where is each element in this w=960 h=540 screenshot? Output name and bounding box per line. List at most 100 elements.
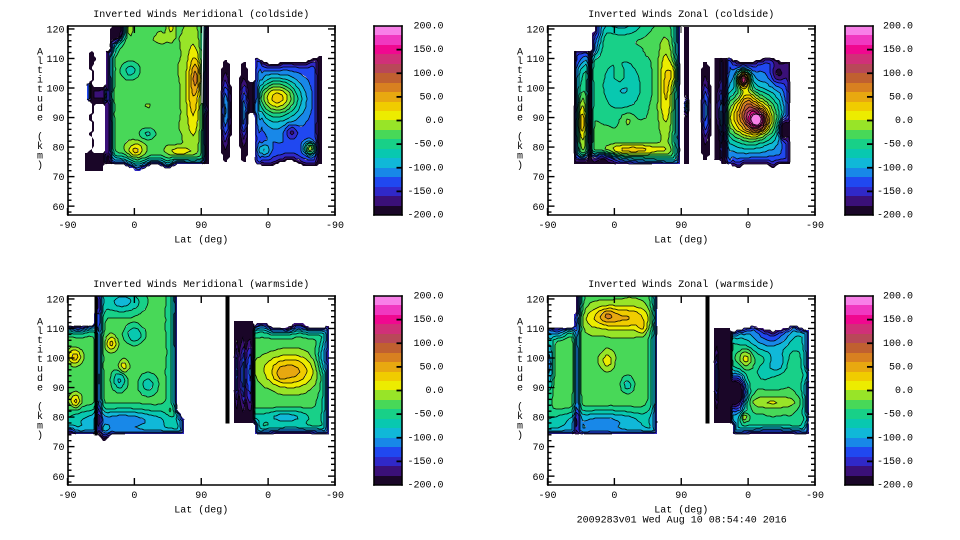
svg-text:u: u: [37, 95, 43, 106]
svg-text:0.0: 0.0: [895, 116, 913, 127]
svg-text:t: t: [37, 66, 43, 77]
svg-text:Lat (deg): Lat (deg): [174, 505, 228, 517]
svg-text:A: A: [37, 317, 43, 328]
svg-text:u: u: [517, 365, 523, 376]
svg-text:d: d: [37, 103, 43, 115]
svg-text:t: t: [517, 355, 523, 366]
svg-text:0.0: 0.0: [425, 116, 443, 127]
svg-text:80: 80: [52, 144, 64, 155]
svg-text:0.0: 0.0: [425, 386, 443, 397]
svg-text:150.0: 150.0: [883, 315, 913, 326]
svg-text:0: 0: [131, 491, 137, 502]
svg-text:120: 120: [526, 26, 544, 37]
svg-text:Inverted Winds Meridional (war: Inverted Winds Meridional (warmside): [93, 279, 309, 291]
svg-text:m: m: [37, 151, 43, 162]
svg-text:-150.0: -150.0: [877, 187, 913, 198]
svg-text:l: l: [37, 326, 43, 338]
svg-text:150.0: 150.0: [413, 45, 443, 56]
svg-text:k: k: [517, 141, 523, 153]
svg-text:50.0: 50.0: [419, 92, 443, 103]
svg-text:e: e: [37, 384, 43, 395]
svg-text:90: 90: [195, 221, 207, 232]
svg-text:0: 0: [265, 491, 271, 502]
svg-text:50.0: 50.0: [889, 362, 913, 373]
svg-text:-200.0: -200.0: [407, 481, 443, 492]
svg-text:110: 110: [526, 55, 544, 66]
svg-text:t: t: [517, 85, 523, 96]
svg-text:0: 0: [745, 221, 751, 232]
svg-text:100: 100: [46, 355, 64, 366]
svg-text:Lat (deg): Lat (deg): [654, 235, 708, 247]
svg-text:t: t: [37, 85, 43, 96]
svg-text:k: k: [517, 411, 523, 423]
svg-text:): ): [517, 160, 523, 172]
svg-text:i: i: [517, 75, 523, 87]
svg-text:Inverted Winds Zonal (warmside: Inverted Winds Zonal (warmside): [588, 279, 774, 291]
svg-text:): ): [517, 430, 523, 442]
svg-text:150.0: 150.0: [883, 45, 913, 56]
svg-text:(: (: [37, 401, 43, 413]
svg-text:2009283v01 Wed Aug 10 08:54:40: 2009283v01 Wed Aug 10 08:54:40 2016: [577, 515, 787, 527]
svg-text:200.0: 200.0: [883, 22, 913, 33]
svg-text:Inverted Winds Meridional (col: Inverted Winds Meridional (coldside): [93, 9, 309, 21]
svg-text:-50.0: -50.0: [883, 140, 913, 151]
svg-text:(: (: [37, 131, 43, 143]
svg-text:Lat (deg): Lat (deg): [174, 235, 228, 247]
svg-text:l: l: [37, 56, 43, 68]
svg-text:-90: -90: [806, 221, 824, 232]
svg-text:200.0: 200.0: [883, 292, 913, 303]
svg-text:-150.0: -150.0: [407, 457, 443, 468]
svg-text:t: t: [37, 336, 43, 347]
svg-text:60: 60: [532, 203, 544, 214]
svg-text:d: d: [517, 373, 523, 385]
svg-text:90: 90: [532, 114, 544, 125]
svg-text:e: e: [37, 114, 43, 125]
svg-text:-150.0: -150.0: [407, 187, 443, 198]
svg-text:0: 0: [745, 491, 751, 502]
svg-text:-90: -90: [58, 491, 76, 502]
svg-text:-90: -90: [806, 491, 824, 502]
svg-text:-200.0: -200.0: [877, 481, 913, 492]
svg-text:l: l: [517, 56, 523, 68]
svg-text:): ): [37, 430, 43, 442]
svg-text:-100.0: -100.0: [877, 433, 913, 444]
svg-text:d: d: [517, 103, 523, 115]
svg-text:m: m: [517, 421, 523, 432]
svg-text:i: i: [37, 345, 43, 357]
svg-text:-50.0: -50.0: [413, 410, 443, 421]
svg-text:m: m: [37, 421, 43, 432]
svg-text:110: 110: [46, 55, 64, 66]
svg-text:-90: -90: [326, 491, 344, 502]
svg-text:e: e: [517, 114, 523, 125]
svg-text:-90: -90: [538, 221, 556, 232]
svg-text:100: 100: [526, 85, 544, 96]
svg-text:90: 90: [532, 384, 544, 395]
svg-text:60: 60: [52, 473, 64, 484]
svg-text:e: e: [517, 384, 523, 395]
svg-text:A: A: [517, 317, 523, 328]
svg-text:90: 90: [675, 491, 687, 502]
svg-text:k: k: [37, 411, 43, 423]
svg-text:): ): [37, 160, 43, 172]
svg-text:60: 60: [52, 203, 64, 214]
svg-text:120: 120: [46, 296, 64, 307]
svg-text:100.0: 100.0: [413, 339, 443, 350]
svg-text:100: 100: [526, 355, 544, 366]
svg-text:-100.0: -100.0: [877, 163, 913, 174]
svg-text:t: t: [37, 355, 43, 366]
svg-text:-50.0: -50.0: [883, 410, 913, 421]
svg-text:-150.0: -150.0: [877, 457, 913, 468]
svg-text:-90: -90: [538, 491, 556, 502]
svg-text:(: (: [517, 131, 523, 143]
svg-text:90: 90: [52, 384, 64, 395]
svg-text:70: 70: [532, 443, 544, 454]
svg-text:80: 80: [52, 414, 64, 425]
svg-text:70: 70: [52, 443, 64, 454]
svg-text:t: t: [517, 66, 523, 77]
svg-text:-50.0: -50.0: [413, 140, 443, 151]
svg-text:200.0: 200.0: [413, 22, 443, 33]
svg-text:u: u: [37, 365, 43, 376]
svg-text:90: 90: [195, 491, 207, 502]
svg-text:t: t: [517, 336, 523, 347]
svg-text:120: 120: [46, 26, 64, 37]
